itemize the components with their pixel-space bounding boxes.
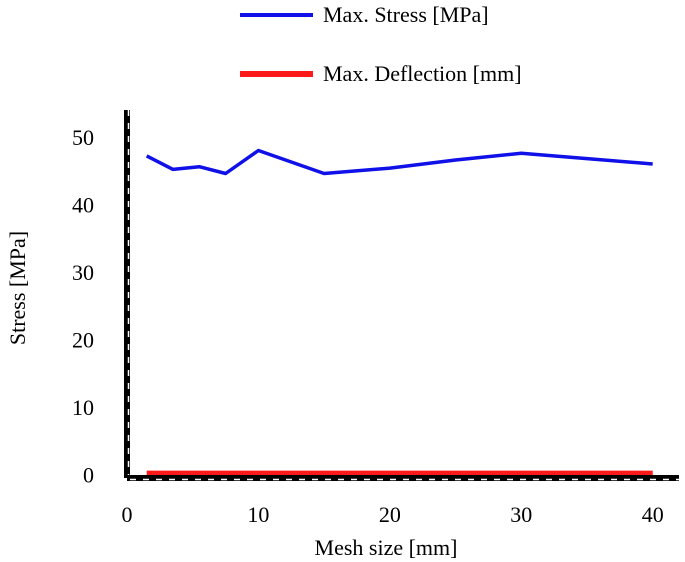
y-tick-label: 40 (72, 193, 94, 218)
y-tick-label: 30 (72, 260, 94, 285)
y-axis-label: Stress [MPa] (5, 231, 30, 345)
x-tick-label: 30 (510, 502, 532, 527)
y-tick-label: 20 (72, 328, 94, 353)
x-tick-label: 10 (247, 502, 269, 527)
x-axis-label: Mesh size [mm] (315, 535, 458, 560)
series-line-max-stress (145, 148, 653, 176)
x-tick-label: 20 (379, 502, 401, 527)
plot-area: 0 10 20 30 40 0 10 20 30 40 50 (72, 110, 679, 527)
x-tick-label: 0 (122, 502, 133, 527)
y-tick-label: 0 (83, 463, 94, 488)
legend-label: Max. Deflection [mm] (323, 61, 522, 86)
legend: Max. Stress [MPa] Max. Deflection [mm] (240, 2, 522, 86)
y-tick-label: 10 (72, 395, 94, 420)
x-tick-label: 40 (642, 502, 664, 527)
legend-label: Max. Stress [MPa] (323, 2, 489, 27)
y-tick-label: 50 (72, 125, 94, 150)
